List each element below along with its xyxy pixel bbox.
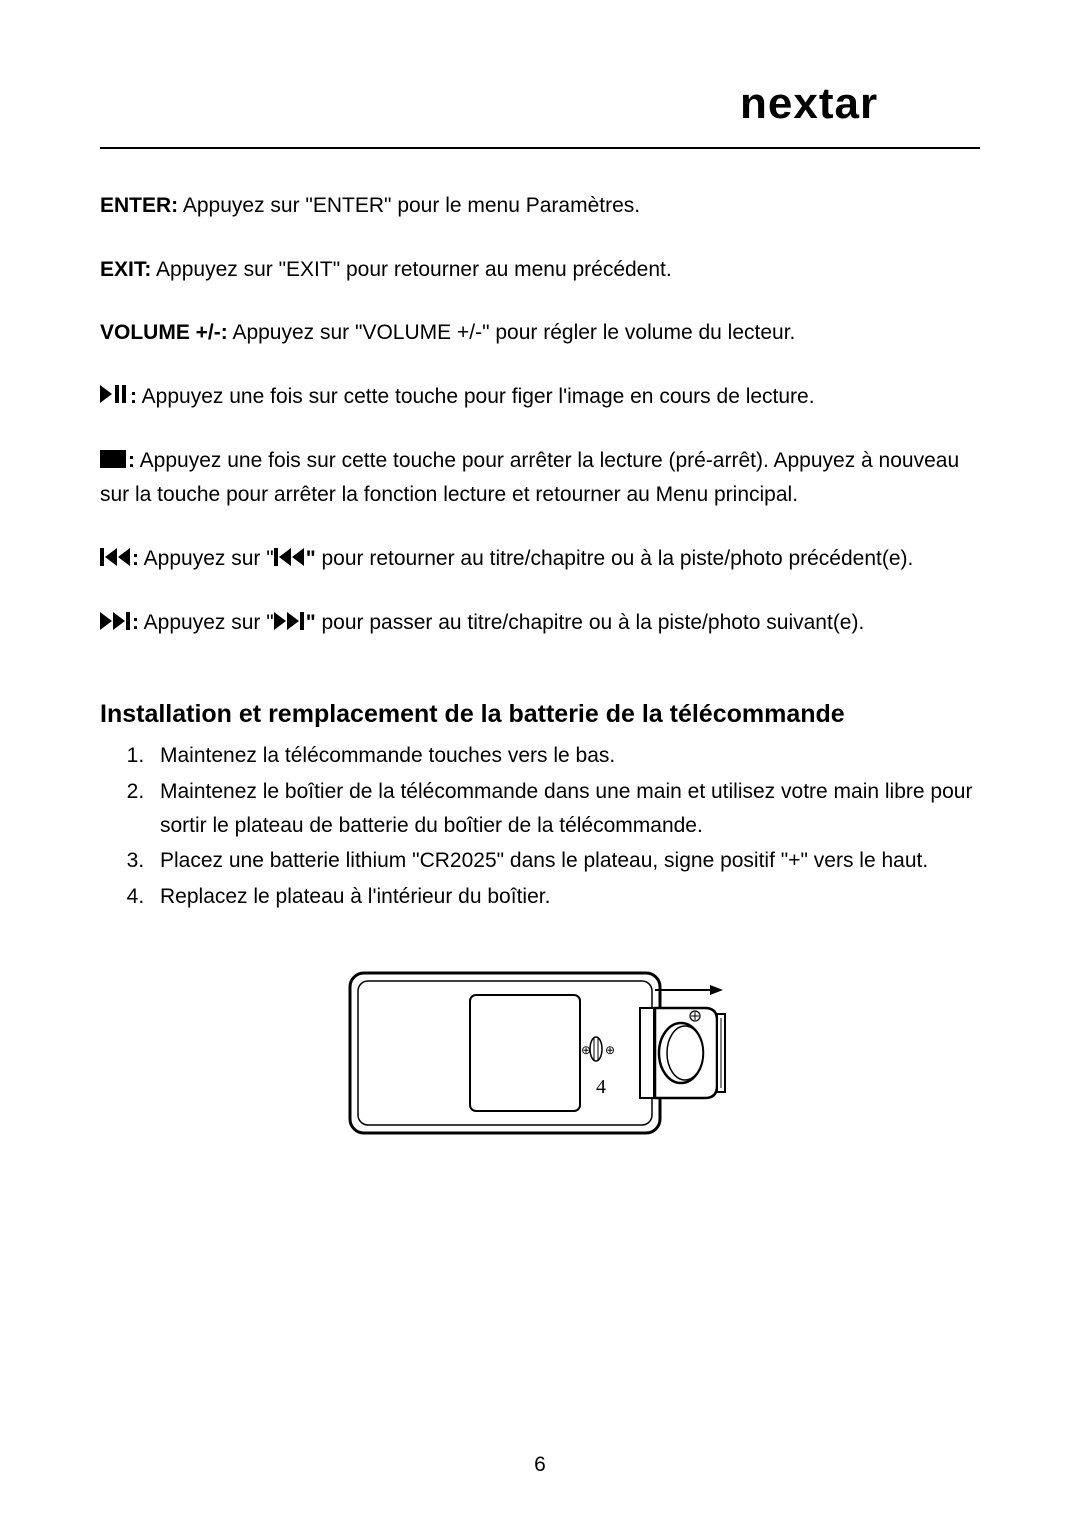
text-next-pre: Appuyez sur "	[139, 611, 274, 634]
label-exit: EXIT:	[100, 258, 151, 281]
quote-next: "	[306, 611, 316, 634]
entry-exit: EXIT: Appuyez sur "EXIT" pour retourner …	[100, 253, 980, 287]
entry-volume: VOLUME +/-: Appuyez sur "VOLUME +/-" pou…	[100, 316, 980, 350]
label-volume: VOLUME +/-:	[100, 321, 228, 344]
remote-battery-svg: ⊕ ⊕ 4	[340, 953, 740, 1153]
skip-previous-icon-inline	[274, 543, 304, 577]
section-heading: Installation et remplacement de la batte…	[100, 700, 980, 729]
entry-stop: : Appuyez une fois sur cette touche pour…	[100, 444, 980, 512]
brand-logo: nextar	[740, 80, 980, 139]
play-pause-icon	[100, 380, 128, 414]
skip-next-icon-inline	[274, 607, 304, 641]
svg-text:nextar: nextar	[740, 80, 878, 128]
text-playpause: Appuyez une fois sur cette touche pour f…	[137, 385, 815, 408]
entry-enter: ENTER: Appuyez sur "ENTER" pour le menu …	[100, 189, 980, 223]
text-prev-post: pour retourner au titre/chapitre ou à la…	[316, 547, 914, 570]
svg-text:⊕: ⊕	[605, 1043, 615, 1057]
list-item: Replacez le plateau à l'intérieur du boî…	[150, 880, 980, 914]
text-stop: Appuyez une fois sur cette touche pour a…	[100, 449, 959, 506]
nextar-logo-svg: nextar	[740, 80, 980, 128]
page-number: 6	[0, 1453, 1080, 1477]
entry-next: : Appuyez sur " " pour passer au titre/c…	[100, 606, 980, 640]
instruction-list: Maintenez la télécommande touches vers l…	[100, 739, 980, 913]
text-enter: Appuyez sur "ENTER" pour le menu Paramèt…	[178, 194, 640, 217]
quote-prev: "	[306, 547, 316, 570]
diagram-label: 4	[596, 1076, 606, 1098]
text-exit: Appuyez sur "EXIT" pour retourner au men…	[151, 258, 671, 281]
battery-diagram: ⊕ ⊕ 4	[100, 953, 980, 1153]
document-page: nextar ENTER: Appuyez sur "ENTER" pour l…	[0, 0, 1080, 1527]
skip-next-icon	[100, 607, 130, 641]
entry-prev: : Appuyez sur " " pour retourner au titr…	[100, 542, 980, 576]
text-next-post: pour passer au titre/chapitre ou à la pi…	[316, 611, 865, 634]
list-item: Placez une batterie lithium "CR2025" dan…	[150, 844, 980, 878]
stop-icon	[100, 445, 126, 479]
text-prev-pre: Appuyez sur "	[139, 547, 274, 570]
list-item: Maintenez le boîtier de la télécommande …	[150, 775, 980, 842]
colon-playpause: :	[130, 385, 137, 408]
colon-stop: :	[128, 449, 135, 472]
page-header: nextar	[100, 80, 980, 149]
label-enter: ENTER:	[100, 194, 178, 217]
entry-playpause: : Appuyez une fois sur cette touche pour…	[100, 380, 980, 414]
list-item: Maintenez la télécommande touches vers l…	[150, 739, 980, 773]
colon-next: :	[132, 611, 139, 634]
colon-prev: :	[132, 547, 139, 570]
text-volume: Appuyez sur "VOLUME +/-" pour régler le …	[228, 321, 796, 344]
skip-previous-icon	[100, 543, 130, 577]
